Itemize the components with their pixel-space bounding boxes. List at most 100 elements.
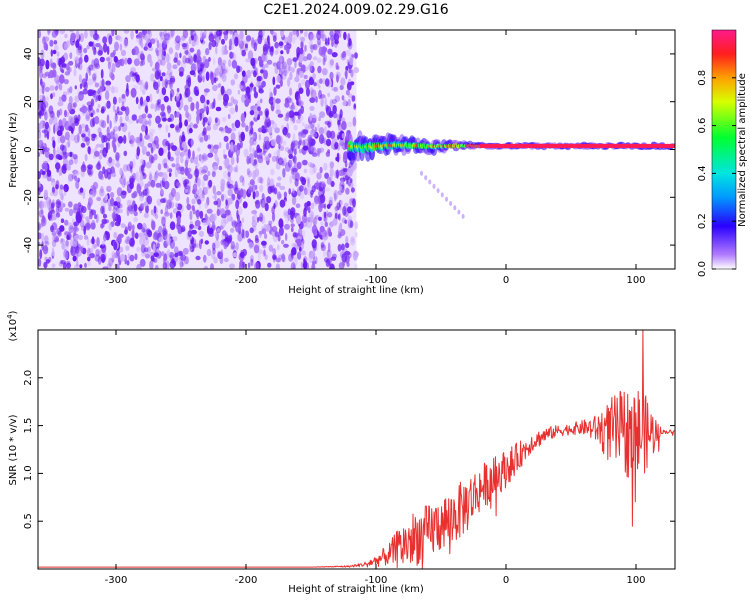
noise-blob — [78, 234, 83, 241]
noise-blob — [115, 35, 121, 41]
noise-blob — [253, 213, 258, 221]
noise-blob — [107, 142, 110, 150]
noise-blob — [193, 53, 198, 62]
noise-blob — [89, 190, 95, 199]
noise-blob — [325, 106, 332, 116]
noise-blob — [162, 261, 168, 269]
faint-branch — [420, 170, 465, 219]
noise-blob — [65, 240, 69, 247]
noise-blob — [300, 40, 304, 50]
noise-blob — [302, 159, 308, 166]
noise-blob — [79, 83, 83, 90]
noise-blob — [327, 92, 331, 98]
noise-blob — [229, 263, 235, 269]
noise-blob — [347, 206, 353, 214]
noise-blob — [231, 60, 238, 69]
noise-blob — [52, 140, 56, 149]
noise-blob — [283, 116, 288, 122]
noise-blob — [67, 177, 71, 185]
noise-blob — [67, 102, 73, 112]
noise-blob — [293, 30, 299, 41]
noise-blob — [215, 36, 221, 43]
noise-blob — [202, 127, 207, 136]
noise-blob — [76, 57, 79, 64]
noise-blob — [221, 45, 225, 56]
noise-blob — [303, 187, 308, 196]
noise-blob — [209, 144, 214, 154]
noise-blob — [225, 199, 228, 206]
noise-blob — [75, 213, 82, 224]
snr-series-line — [38, 330, 675, 569]
noise-blob — [224, 257, 229, 263]
noise-blob — [139, 195, 144, 202]
noise-blob — [44, 150, 50, 158]
noise-blob — [324, 97, 327, 108]
noise-blob — [256, 75, 263, 82]
noise-blob — [224, 205, 229, 210]
noise-blob — [195, 255, 201, 261]
noise-blob — [144, 42, 148, 52]
noise-blob — [309, 65, 315, 74]
noise-blob — [54, 74, 60, 84]
noise-blob — [235, 223, 241, 233]
noise-blob — [302, 56, 308, 62]
noise-blob — [252, 147, 255, 154]
noise-blob — [108, 204, 112, 212]
noise-blob — [87, 133, 93, 139]
noise-blob — [231, 52, 235, 59]
branch-blob — [457, 209, 461, 215]
noise-blob — [166, 165, 170, 173]
noise-blob — [278, 143, 281, 150]
noise-blob — [263, 69, 268, 80]
noise-blob — [102, 213, 108, 219]
noise-blob — [193, 123, 198, 129]
noise-blob — [352, 198, 356, 208]
noise-blob — [63, 228, 67, 239]
noise-blob — [133, 211, 138, 217]
noise-blob — [129, 177, 134, 184]
noise-blob — [60, 200, 64, 208]
noise-blob — [332, 112, 338, 119]
noise-blob — [92, 110, 96, 115]
noise-blob — [215, 30, 222, 36]
noise-blob — [347, 40, 353, 50]
noise-blob — [251, 220, 257, 228]
noise-blob — [146, 228, 151, 235]
noise-blob — [191, 40, 196, 47]
noise-blob — [69, 52, 73, 59]
noise-blob — [294, 232, 299, 239]
noise-blob — [352, 116, 357, 127]
noise-blob — [120, 223, 126, 229]
noise-blob — [129, 71, 135, 78]
noise-blob — [213, 144, 220, 150]
noise-blob — [297, 94, 301, 105]
noise-blob — [188, 36, 192, 45]
noise-blob — [284, 162, 291, 172]
noise-blob — [106, 132, 111, 142]
noise-blob — [238, 134, 243, 143]
noise-blob — [278, 226, 284, 236]
noise-blob — [50, 209, 56, 214]
noise-blob — [156, 242, 160, 249]
noise-blob — [63, 184, 69, 193]
noise-blob — [260, 198, 266, 209]
noise-blob — [113, 201, 119, 207]
noise-blob — [72, 218, 75, 223]
noise-blob — [308, 77, 315, 86]
noise-blob — [338, 185, 343, 191]
noise-blob — [188, 127, 193, 134]
noise-blob — [227, 171, 231, 177]
noise-blob — [135, 96, 139, 105]
noise-blob — [330, 180, 335, 187]
noise-blob — [163, 162, 168, 169]
noise-blob — [79, 32, 85, 43]
noise-blob — [166, 69, 173, 76]
noise-blob — [343, 99, 347, 106]
noise-blob — [354, 231, 358, 238]
noise-blob — [189, 241, 195, 249]
noise-blob — [85, 115, 90, 120]
noise-blob — [247, 262, 251, 269]
noise-blob — [39, 249, 43, 259]
noise-blob — [323, 162, 328, 171]
noise-blob — [246, 69, 252, 79]
